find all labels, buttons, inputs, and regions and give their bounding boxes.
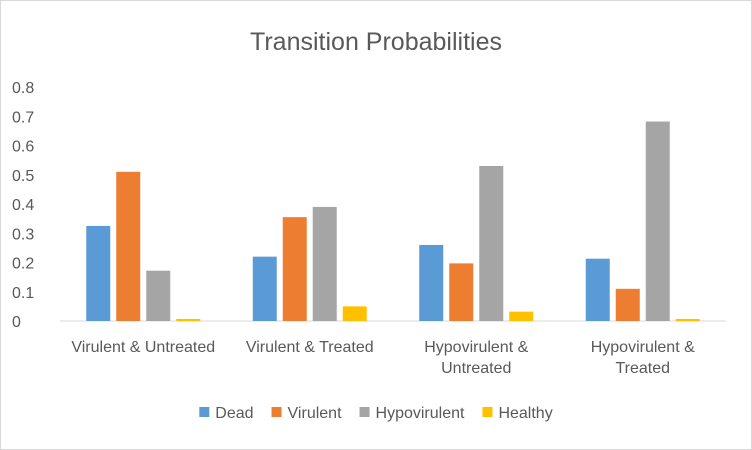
legend-label-hypovirulent: Hypovirulent [376,405,465,422]
bar-virulent-4 [615,288,640,321]
bar-hypovirulent-2 [312,206,337,321]
bar-hypovirulent-3 [479,165,504,321]
bar-virulent-2 [282,217,307,321]
bar-healthy-4 [675,318,700,321]
x-category-label: Untreated [441,360,511,377]
bar-dead-1 [86,225,111,321]
bar-hypovirulent-4 [645,121,670,321]
legend-swatch-healthy [482,407,493,417]
legend-label-healthy: Healthy [498,405,552,422]
y-tick-label: 0.5 [12,168,34,185]
y-tick-label: 0.7 [12,109,34,126]
bar-dead-2 [252,256,277,321]
bar-virulent-1 [116,171,141,321]
legend-swatch-hypovirulent [359,407,370,417]
x-category-label: Treated [615,360,670,377]
bar-healthy-2 [342,306,367,321]
bar-healthy-1 [176,318,201,321]
legend-swatch-dead [199,407,210,417]
x-category-label: Hypovirulent & [591,339,695,356]
y-tick-label: 0.8 [12,80,34,97]
legend-label-virulent: Virulent [288,405,343,422]
bar-healthy-3 [509,311,534,321]
bar-virulent-3 [449,263,474,321]
bar-dead-3 [419,244,444,321]
chart-title: Transition Probabilities [250,28,502,56]
y-tick-label: 0.3 [12,226,34,243]
x-category-label: Virulent & Untreated [71,339,215,356]
y-tick-label: 0 [12,314,21,331]
legend: Dead Virulent Hypovirulent Healthy [199,405,553,422]
bar-hypovirulent-1 [146,270,171,321]
x-category-label: Hypovirulent & [424,339,528,356]
plot-area: 0 0.1 0.2 0.3 0.4 0.5 0.6 0.7 0.8 Virulent & Untr… [12,80,726,377]
legend-label-dead: Dead [215,405,253,422]
x-category-label: Virulent & Treated [246,339,374,356]
legend-swatch-virulent [271,407,282,417]
y-tick-label: 0.1 [12,285,34,302]
bar-dead-4 [585,258,610,321]
y-tick-label: 0.6 [12,139,34,156]
y-tick-label: 0.2 [12,256,34,273]
y-tick-label: 0.4 [12,197,34,214]
